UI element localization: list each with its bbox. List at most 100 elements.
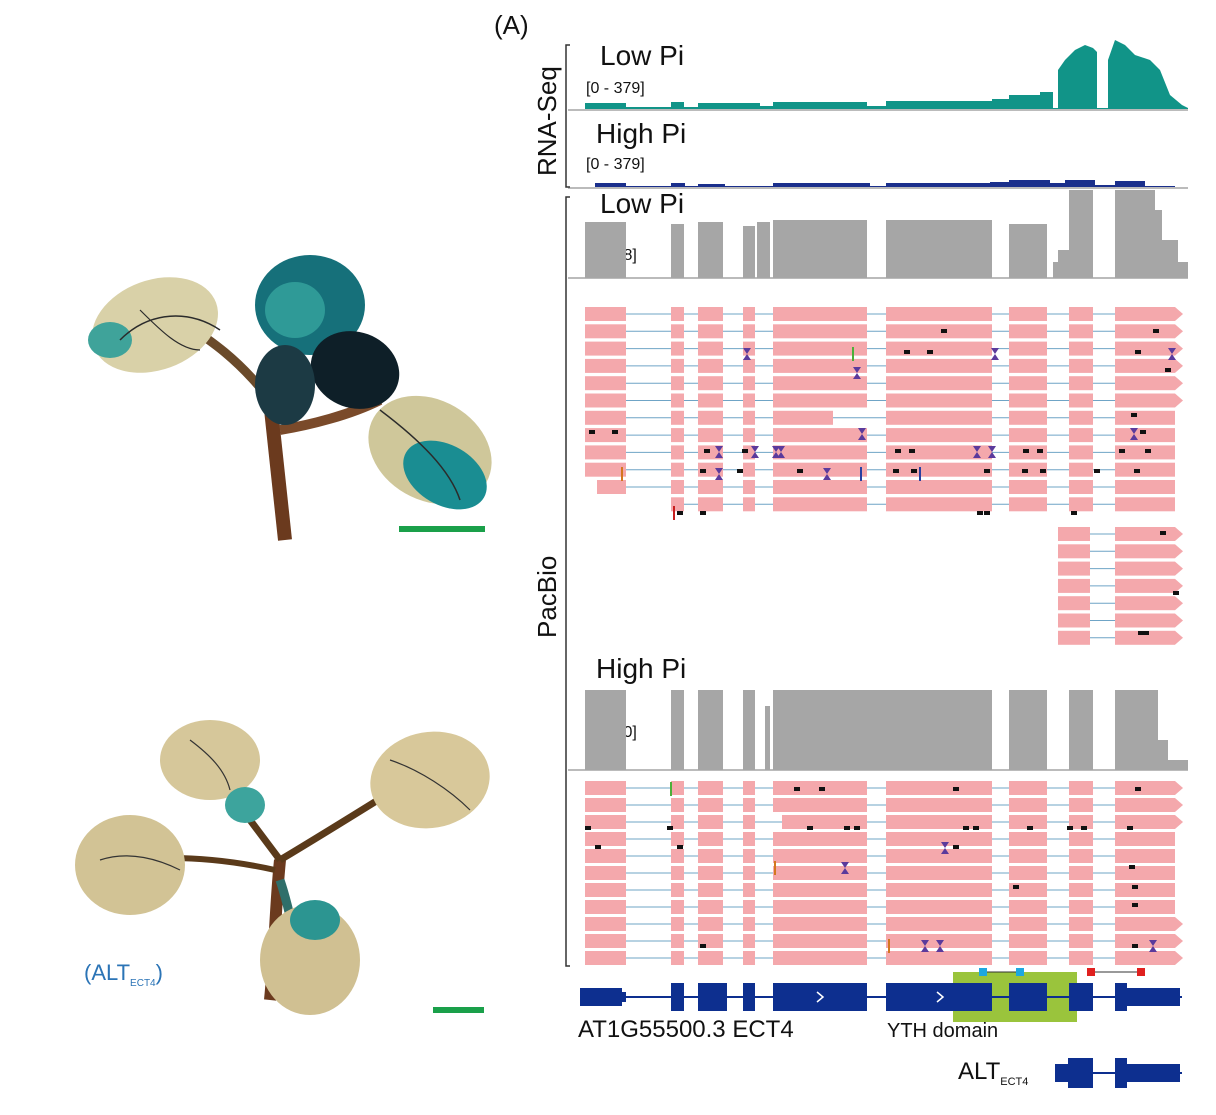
read-exon-block bbox=[1058, 561, 1090, 576]
read-exon-block bbox=[1115, 917, 1175, 931]
coding-exon-block bbox=[743, 983, 755, 1011]
read-exon-block bbox=[1009, 815, 1047, 829]
coverage-bar-pacbio-high-pi bbox=[773, 690, 992, 770]
mismatch-tick bbox=[700, 469, 706, 473]
read-exon-block bbox=[1069, 934, 1093, 948]
mismatch-tick bbox=[1145, 449, 1151, 453]
read-exon-block bbox=[671, 883, 684, 897]
alt-utr-block bbox=[1055, 1064, 1068, 1082]
read-exon-block bbox=[1115, 596, 1175, 611]
read-exon-block bbox=[698, 393, 723, 408]
read-exon-block bbox=[1069, 849, 1093, 863]
read-exon-block bbox=[1009, 900, 1047, 914]
mismatch-tick bbox=[1132, 903, 1138, 907]
read-exon-block bbox=[743, 376, 755, 391]
coverage-bar-pacbio-low-pi bbox=[1115, 190, 1155, 278]
read-exon-block bbox=[1009, 428, 1047, 443]
alt-exon-block bbox=[1068, 1058, 1093, 1088]
read-exon-block bbox=[1009, 324, 1047, 339]
read-exon-block bbox=[743, 393, 755, 408]
insertion-mark bbox=[1168, 348, 1176, 360]
read-exon-block bbox=[1069, 358, 1093, 373]
read-exon-block bbox=[773, 883, 867, 897]
coverage-bar-pacbio-low-pi bbox=[1178, 262, 1188, 278]
insertion-mark bbox=[715, 468, 723, 480]
coverage-bar-pacbio-high-pi bbox=[1158, 740, 1168, 770]
mismatch-tick bbox=[941, 329, 947, 333]
read-strand-arrow bbox=[1175, 544, 1183, 559]
read-strand-arrow bbox=[1175, 613, 1183, 628]
read-exon-block bbox=[1009, 951, 1047, 965]
read-exon-block bbox=[773, 951, 867, 965]
read-exon-block bbox=[1069, 900, 1093, 914]
read-exon-block bbox=[1115, 480, 1175, 494]
read-exon-block bbox=[698, 866, 723, 880]
mismatch-tick bbox=[819, 787, 825, 791]
read-exon-block bbox=[585, 410, 626, 425]
read-exon-block bbox=[886, 428, 992, 443]
scale-bar-top bbox=[399, 526, 485, 532]
mismatch-tick bbox=[1129, 865, 1135, 869]
read-exon-block bbox=[886, 307, 992, 321]
mismatch-tick bbox=[1140, 430, 1146, 434]
read-exon-block bbox=[782, 815, 867, 829]
read-exon-block bbox=[886, 341, 992, 356]
read-exon-block bbox=[698, 798, 723, 812]
strand-chevron bbox=[816, 991, 825, 1003]
read-exon-block bbox=[1009, 410, 1047, 425]
read-exon-block bbox=[1069, 480, 1093, 494]
insertion-mark bbox=[988, 446, 996, 458]
coverage-bar-pacbio-high-pi bbox=[1168, 760, 1188, 770]
track-title-pacbio-low: Low Pi bbox=[600, 188, 685, 219]
read-exon-block bbox=[585, 445, 626, 460]
read-exon-block bbox=[698, 428, 723, 443]
mismatch-tick bbox=[911, 469, 917, 473]
read-exon-block bbox=[1009, 376, 1047, 391]
mismatch-tick bbox=[704, 449, 710, 453]
read-exon-block bbox=[1115, 883, 1175, 897]
read-exon-block bbox=[671, 815, 684, 829]
alt-utr-block bbox=[1127, 1064, 1180, 1082]
read-exon-block bbox=[886, 815, 992, 829]
read-exon-block bbox=[698, 951, 723, 965]
read-exon-block bbox=[886, 866, 992, 880]
read-exon-block bbox=[585, 341, 626, 356]
read-exon-block bbox=[743, 307, 755, 321]
mismatch-tick bbox=[1067, 826, 1073, 830]
coding-exon-block bbox=[773, 983, 867, 1011]
insertion-mark bbox=[991, 348, 999, 360]
read-exon-block bbox=[671, 393, 684, 408]
mismatch-tick bbox=[1040, 469, 1046, 473]
read-exon-block bbox=[743, 358, 755, 373]
read-exon-block bbox=[1115, 324, 1175, 339]
coverage-bar-pacbio-high-pi bbox=[765, 706, 770, 770]
read-exon-block bbox=[1115, 630, 1175, 645]
insertion-mark bbox=[777, 446, 785, 458]
read-exon-block bbox=[698, 480, 723, 494]
read-exon-block bbox=[886, 462, 992, 477]
read-exon-block bbox=[1009, 849, 1047, 863]
mismatch-tick bbox=[1127, 826, 1133, 830]
read-exon-block bbox=[585, 393, 626, 408]
mismatch-tick bbox=[1081, 826, 1087, 830]
read-exon-block bbox=[1058, 527, 1090, 541]
insertion-mark bbox=[921, 940, 929, 952]
coverage-bar-pacbio-high-pi bbox=[1069, 690, 1093, 770]
insertion-mark bbox=[841, 862, 849, 874]
read-exon-block bbox=[743, 781, 755, 795]
mismatch-tick bbox=[794, 787, 800, 791]
read-exon-block bbox=[671, 410, 684, 425]
read-exon-block bbox=[698, 917, 723, 931]
read-exon-block bbox=[585, 358, 626, 373]
read-exon-block bbox=[773, 393, 867, 408]
read-exon-block bbox=[1058, 544, 1090, 559]
mismatch-tick bbox=[1023, 449, 1029, 453]
read-exon-block bbox=[1069, 798, 1093, 812]
read-exon-block bbox=[886, 951, 992, 965]
read-exon-block bbox=[773, 900, 867, 914]
mismatch-tick bbox=[893, 469, 899, 473]
coverage-bar-pacbio-high-pi bbox=[698, 690, 723, 770]
read-exon-block bbox=[1009, 497, 1047, 512]
read-exon-block bbox=[698, 497, 723, 512]
